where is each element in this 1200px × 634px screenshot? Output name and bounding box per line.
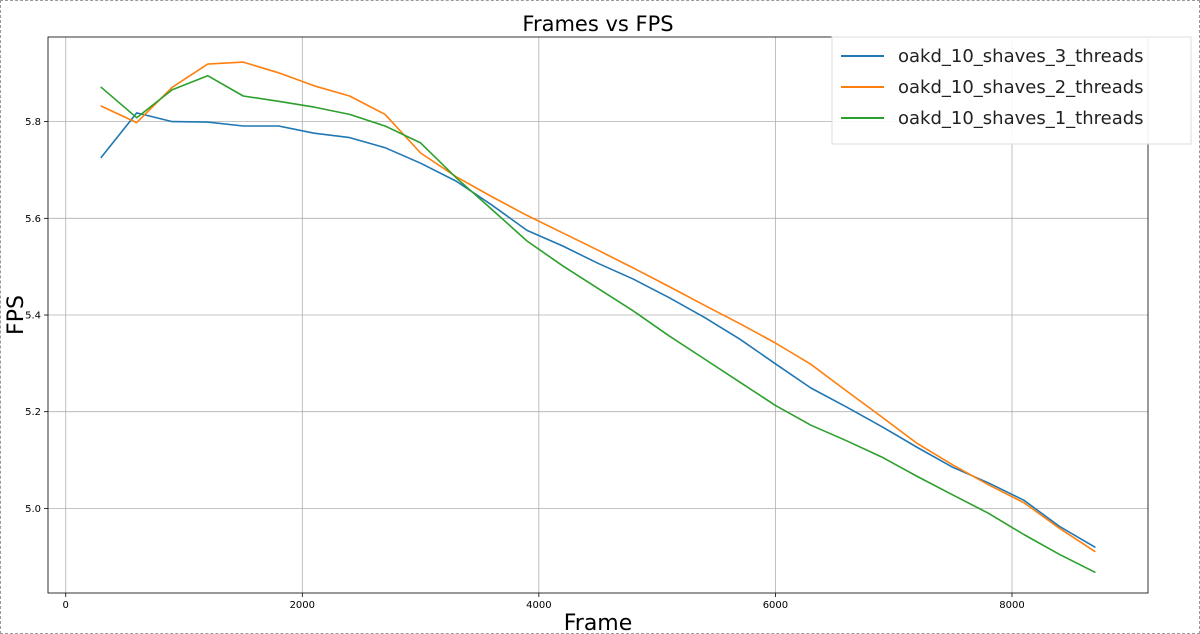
- legend-label-1: oakd_10_shaves_3_threads: [898, 46, 1144, 67]
- x-axis-label: Frame: [564, 611, 633, 633]
- y-tick-label: 5.8: [25, 117, 41, 128]
- y-tick-label: 5.4: [25, 311, 41, 322]
- y-tick-label: 5.2: [25, 407, 41, 418]
- x-tick-label: 6000: [763, 600, 788, 611]
- y-axis-ticks: 5.0 5.2 5.4 5.6 5.8: [25, 117, 48, 515]
- series-line-2: [100, 61, 1096, 553]
- x-tick-label: 8000: [999, 600, 1024, 611]
- y-tick-label: 5.0: [25, 504, 41, 515]
- y-tick-label: 5.6: [25, 214, 41, 225]
- legend: oakd_10_shaves_3_threads oakd_10_shaves_2…: [831, 36, 1192, 145]
- legend-label-3: oakd_10_shaves_1_threads: [898, 108, 1144, 129]
- x-tick-label: 4000: [526, 600, 551, 611]
- x-axis-ticks: 0 2000 4000 6000 8000: [63, 593, 1025, 611]
- x-tick-label: 2000: [290, 600, 315, 611]
- legend-label-2: oakd_10_shaves_2_threads: [898, 77, 1144, 98]
- legend-box: [831, 36, 1192, 145]
- series-lines: [100, 61, 1096, 574]
- series-line-1: [100, 112, 1096, 548]
- y-axis-label: FPS: [4, 295, 29, 335]
- x-tick-label: 0: [63, 600, 69, 611]
- series-line-3: [100, 74, 1096, 574]
- chart-title: Frames vs FPS: [522, 12, 673, 36]
